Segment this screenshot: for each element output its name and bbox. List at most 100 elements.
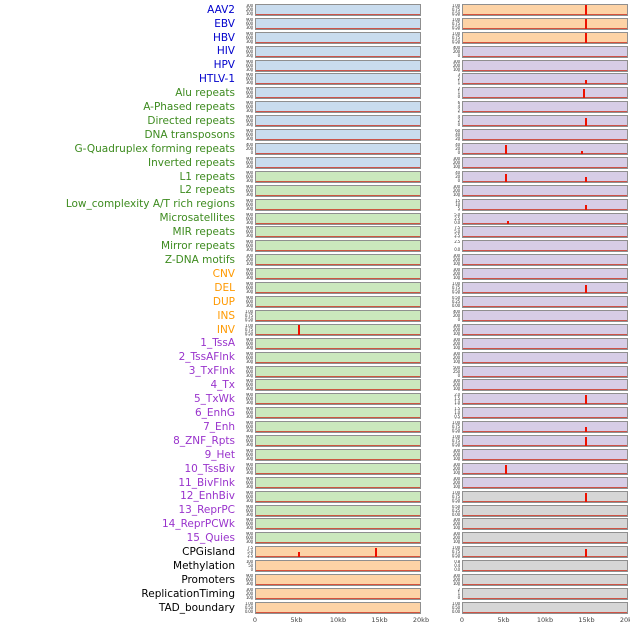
row-label: 3_TxFlnk — [188, 365, 235, 378]
y-tick-label: 900 — [245, 31, 253, 36]
y-tick-label: 200 — [452, 354, 460, 360]
y-tick-label: 0.50 — [451, 604, 460, 610]
y-tick-label: 1.00 — [451, 435, 460, 440]
y-tick-label: 0.00 — [451, 302, 460, 308]
y-axis-ticks-right: 3002001000 — [447, 379, 462, 391]
y-tick-label: 300 — [245, 254, 253, 259]
y-tick-label: 400 — [452, 45, 460, 50]
y-tick-label: 600 — [245, 243, 253, 249]
y-tick-label: 5.0 — [454, 229, 460, 235]
y-tick-label: 0.75 — [451, 20, 460, 26]
y-axis-ticks-right: 400 200 0 — [447, 310, 462, 322]
y-tick-label: 300 — [245, 136, 253, 142]
row-label: DEL — [214, 281, 235, 294]
track-panel-right — [462, 115, 628, 128]
signal-baseline — [463, 305, 627, 307]
y-tick-label: 600 — [245, 215, 253, 221]
track-row: AAV2 3002001000 1.000.750.500.250.00 — [4, 3, 630, 17]
y-tick-label: 1.00 — [244, 309, 253, 314]
y-tick-label: 1.5 — [454, 396, 460, 402]
y-tick-label: 300 — [245, 205, 253, 211]
track-panel-left — [255, 101, 421, 114]
signal-spike — [505, 145, 508, 155]
y-tick-label: 600 — [245, 104, 253, 110]
y-tick-label: 0.4 — [454, 563, 460, 569]
y-axis-ticks-left: 100 50 0 — [240, 560, 255, 572]
signal-baseline — [463, 69, 627, 71]
track-panel-left — [255, 115, 421, 128]
track-panel-left — [255, 407, 421, 420]
y-tick-label: 600 — [245, 76, 253, 82]
signal-spike — [585, 284, 587, 294]
track-panel-right — [462, 601, 628, 614]
y-axis-ticks-right: 1.00 0.50 0.00 — [447, 602, 462, 614]
track-panel-left — [255, 31, 421, 44]
signal-baseline — [256, 180, 420, 182]
signal-spike — [585, 118, 587, 127]
row-label: 13_ReprPC — [178, 504, 235, 517]
y-tick-label: 1 — [457, 80, 461, 86]
y-tick-label: 300 — [452, 518, 460, 523]
y-tick-label: 900 — [245, 407, 253, 412]
track-panel-left — [255, 560, 421, 573]
track-row: ReplicationTiming3002001000210 — [4, 587, 630, 601]
y-tick-label: 0.50 — [451, 10, 460, 16]
signal-baseline — [463, 236, 627, 238]
y-tick-label: 0.75 — [451, 549, 460, 555]
y-tick-label: 300 — [245, 24, 253, 30]
track-panel-left — [255, 588, 421, 601]
y-tick-label: 1.00 — [451, 601, 460, 606]
y-tick-label: 1.00 — [451, 490, 460, 495]
y-axis-ticks-left: 1.00 0.50 0.00 — [240, 602, 255, 614]
row-label: INS — [217, 309, 235, 322]
signal-baseline — [463, 292, 627, 294]
track-panel-left — [255, 379, 421, 392]
signal-spike — [297, 325, 300, 335]
y-tick-label: 7.5 — [247, 546, 253, 551]
y-tick-label: 100 — [245, 10, 253, 16]
y-tick-label: 500 — [452, 365, 460, 370]
track-panel-left — [255, 59, 421, 72]
y-tick-label: 900 — [245, 73, 253, 78]
y-tick-label: 0.75 — [244, 312, 253, 318]
y-tick-label: 300 — [245, 581, 253, 587]
signal-baseline — [463, 347, 627, 349]
y-tick-label: 0.5 — [454, 414, 460, 420]
track-panel-right — [462, 309, 628, 322]
y-tick-label: 0.50 — [451, 497, 460, 503]
track-panel-left — [255, 156, 421, 169]
track-panel-right — [462, 476, 628, 489]
signal-spike — [374, 547, 377, 558]
signal-baseline — [256, 500, 420, 502]
signal-baseline — [463, 153, 627, 155]
y-tick-label: 900 — [245, 476, 253, 481]
y-axis-ticks-left: 400 200 0 — [240, 143, 255, 155]
signal-baseline — [463, 472, 627, 474]
y-tick-label: 200 — [452, 382, 460, 388]
signal-baseline — [463, 222, 627, 224]
signal-baseline — [463, 431, 627, 433]
row-label: Low_complexity A/T rich regions — [65, 198, 235, 211]
signal-baseline — [256, 83, 420, 85]
track-panel-right — [462, 87, 628, 100]
track-panel-right — [462, 101, 628, 114]
y-tick-label: 1.00 — [451, 546, 460, 551]
y-axis-ticks-right: 3002001000 — [447, 324, 462, 336]
signal-baseline — [256, 27, 420, 29]
row-label: 6_EnhG — [194, 406, 235, 419]
y-tick-label: 2.5 — [454, 240, 460, 245]
y-axis-ticks-right: 2.01.51.00.50.0 — [447, 393, 462, 405]
